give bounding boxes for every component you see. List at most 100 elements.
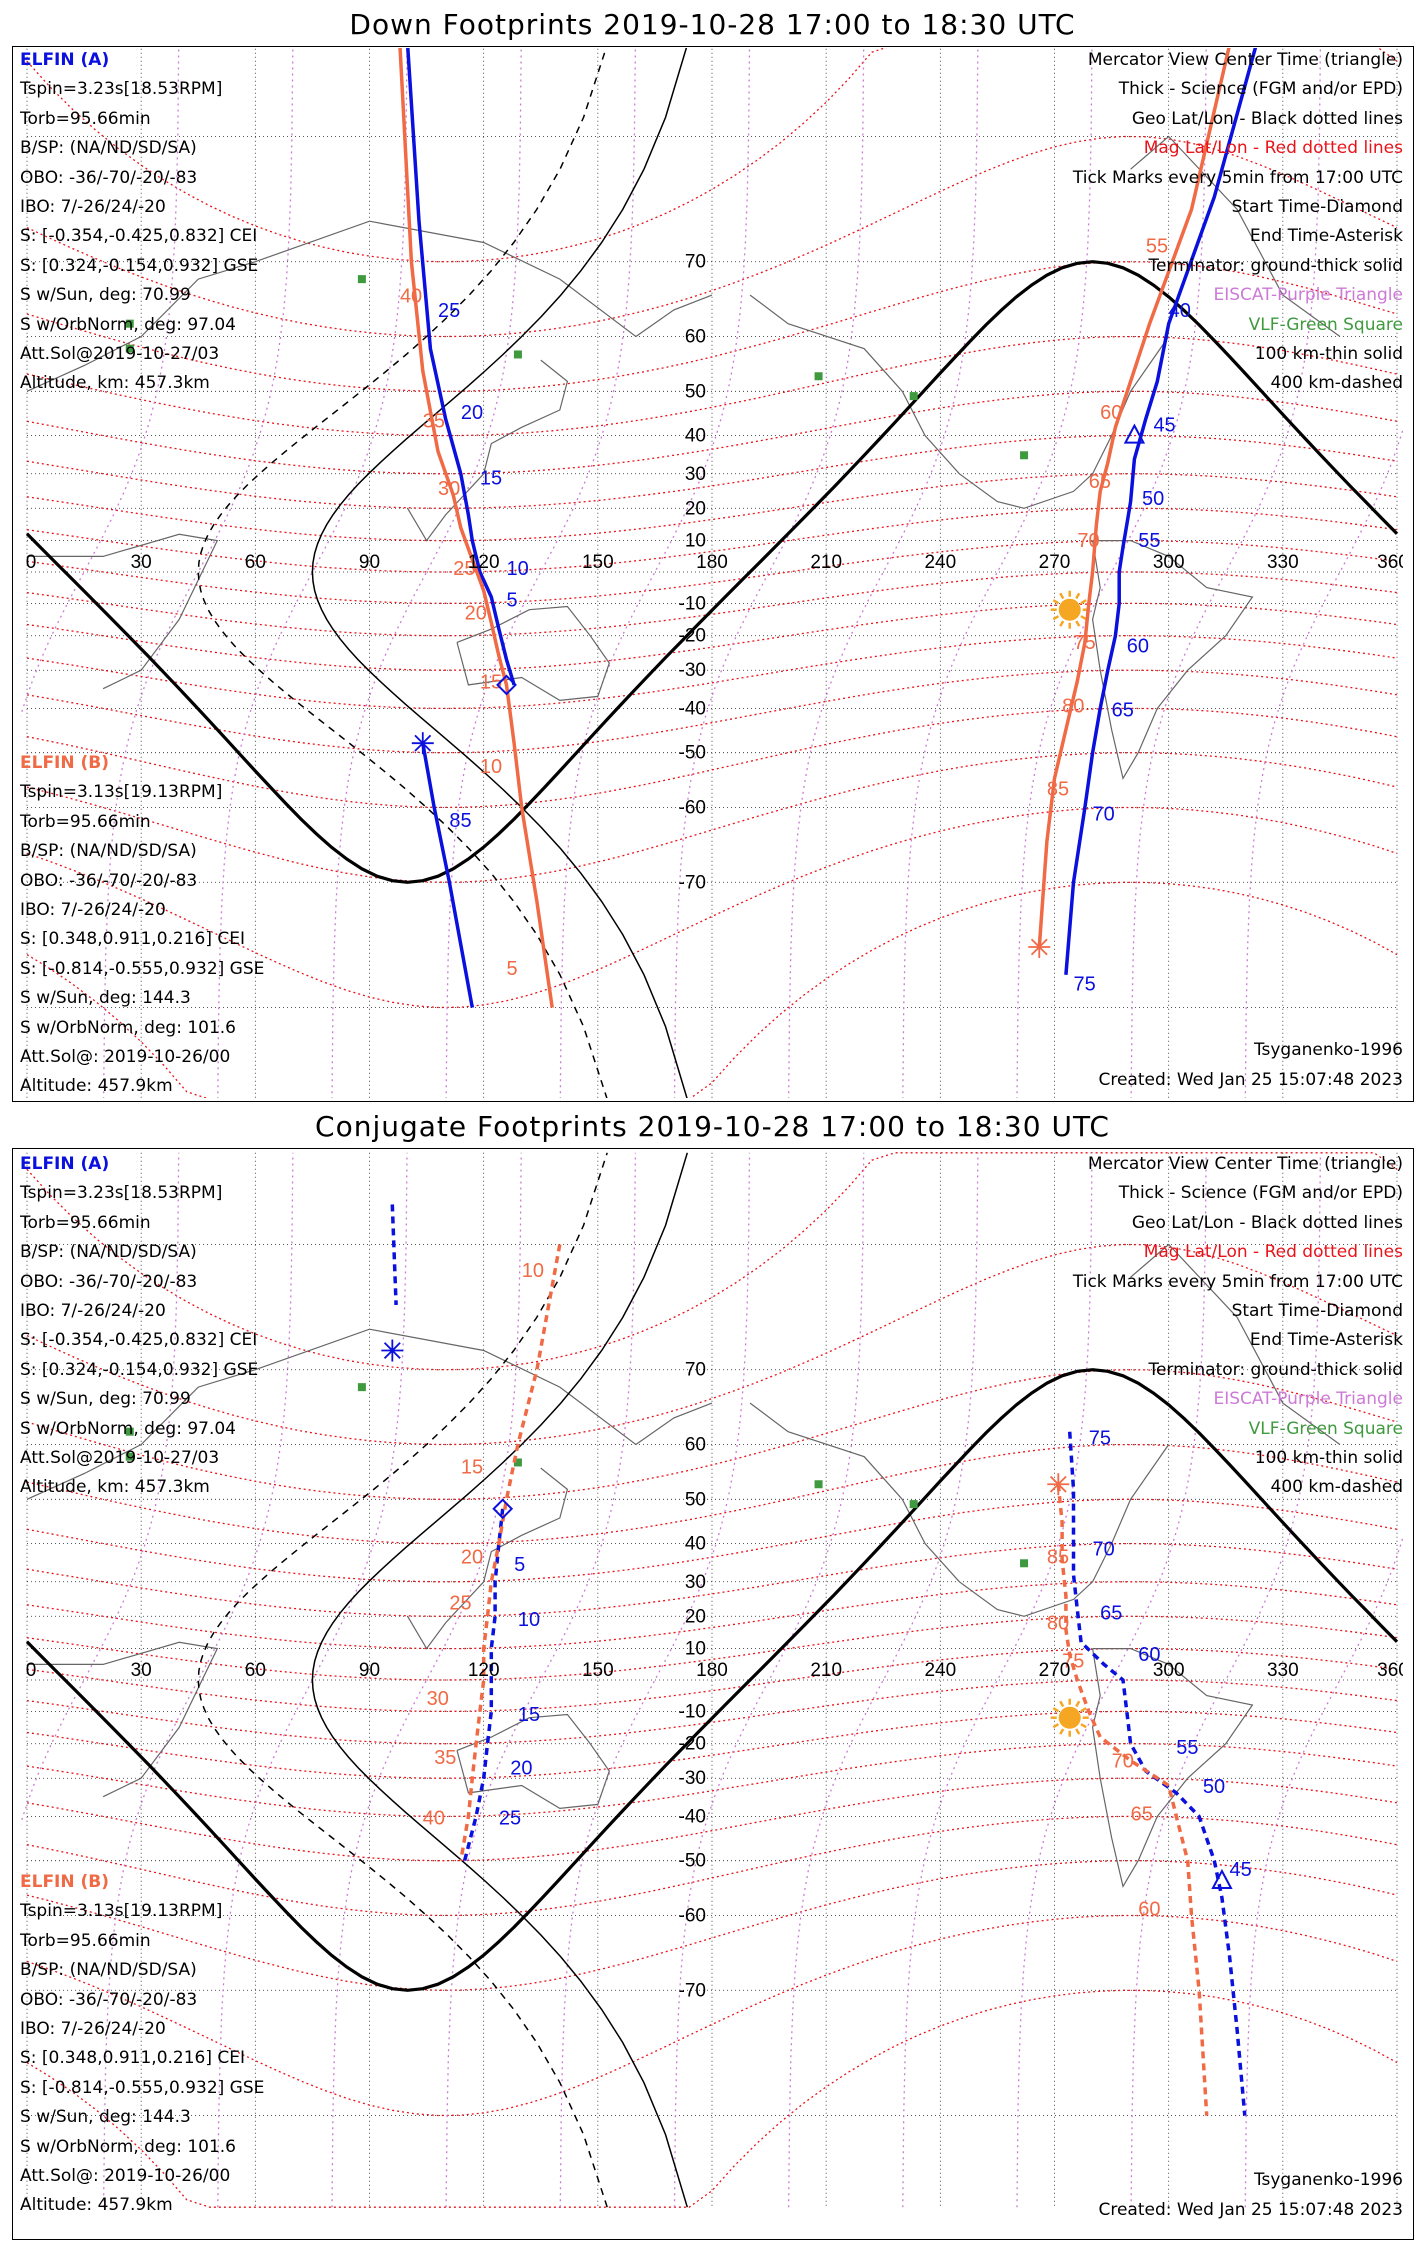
lon-tick-label: 120 [468, 552, 500, 573]
lat-tick-label: -70 [679, 872, 706, 893]
panel2-elfin-b-block: ELFIN (B) Tspin=3.13s[19.13RPM] Torb=95.6… [20, 1868, 264, 2221]
elfin-b-tick-label: 30 [438, 478, 460, 500]
lat-tick-label: 30 [685, 1572, 706, 1593]
coastline [407, 1467, 569, 1650]
lon-tick-label: 240 [924, 1660, 956, 1681]
lat-tick-label: 40 [685, 1534, 706, 1555]
mag-latitude-line [26, 1679, 1398, 1745]
info-line: Mag Lat/Lon - Red dotted lines [1143, 138, 1403, 159]
map-layer-panel1: 3525201510585404550556065707540353025201… [21, 48, 1403, 1098]
sun-ray [1080, 615, 1087, 621]
elfin-b-tick-label: 35 [434, 1747, 456, 1769]
elfin-b-tick-label: 55 [1146, 235, 1168, 257]
elfin-a-tick-label: 60 [1138, 1644, 1160, 1666]
elfin-b-tick-label: 70 [1077, 530, 1099, 552]
info-line: S w/OrbNorm, deg: 97.04 [20, 314, 237, 335]
lat-tick-label: -30 [679, 660, 706, 681]
elfin-b-tick-label: 25 [453, 558, 475, 580]
info-line: B/SP: (NA/ND/SD/SA) [20, 1960, 197, 1981]
elfin-a-tick-label: 55 [1138, 530, 1160, 552]
sun-icon [1058, 598, 1081, 621]
info-line: Att.Sol@: 2019-10-26/00 [20, 1047, 231, 1068]
panel1-title: Down Footprints 2019-10-28 17:00 to 18:3… [349, 8, 1076, 41]
info-line: Geo Lat/Lon - Black dotted lines [1131, 1212, 1403, 1233]
end-asterisk-icon [414, 734, 432, 752]
elfin-a-tick-label: 75 [1074, 973, 1096, 995]
info-line: Tspin=3.23s[18.53RPM] [20, 79, 223, 100]
info-line: Altitude, km: 457.3km [20, 373, 210, 394]
terminator-ground [25, 260, 1399, 884]
elfin-a-track [390, 1204, 398, 1306]
center-time-triangle-icon [1211, 1868, 1233, 1889]
coastline [749, 1402, 1170, 1617]
elfin-a-track [462, 1508, 505, 1862]
info-line: S: [-0.354,-0.425,0.832] CEI [20, 1330, 258, 1351]
elfin-b-tick-label: 10 [522, 1260, 544, 1282]
sun-ray [1059, 592, 1065, 600]
info-line: 400 km-dashed [1270, 1477, 1403, 1498]
lat-tick-label: 10 [685, 531, 706, 552]
terminator-100km [311, 1152, 689, 2208]
elfin-a-tick-label: 10 [518, 1609, 540, 1631]
vlf-site-square [125, 1427, 134, 1436]
coastline [1091, 540, 1254, 780]
lon-tick-label: 270 [1039, 1660, 1071, 1681]
lat-tick-label: 10 [685, 1639, 706, 1660]
info-line: S: [0.348,0.911,0.216] CEI [20, 929, 246, 950]
lat-tick-label: 20 [685, 1606, 706, 1627]
mag-latitude-line [26, 707, 1398, 809]
info-line: IBO: 7/-26/24/-20 [20, 197, 166, 218]
lat-tick-label: 50 [685, 381, 706, 402]
elfin-b-tick-label: 40 [423, 1808, 445, 1830]
vlf-site-square [1020, 1559, 1029, 1568]
mag-latitude-line [26, 669, 1398, 754]
mag-latitude-line [26, 540, 1398, 604]
vlf-site-square [357, 275, 366, 284]
info-line: S w/OrbNorm, deg: 101.6 [20, 2136, 237, 2157]
sun-ray [1075, 620, 1081, 627]
elfin-a-tick-label: 75 [1089, 1428, 1111, 1450]
coastline [749, 294, 1170, 509]
info-line: IBO: 7/-26/24/-20 [20, 900, 166, 921]
info-line: Mercator View Center Time (triangle) [1087, 50, 1403, 70]
lat-tick-label: -40 [679, 1806, 706, 1827]
panel2-title: Conjugate Footprints 2019-10-28 17:00 to… [315, 1110, 1110, 1143]
panel1-elfin-b-block: ELFIN (B) Tspin=3.13s[19.13RPM] Torb=95.6… [20, 749, 264, 1102]
elfin-b-tick-label: 15 [461, 1457, 483, 1479]
vlf-site-square [909, 1500, 918, 1509]
lon-tick-label: 30 [131, 552, 152, 573]
info-line: S w/Sun, deg: 70.99 [20, 1389, 191, 1410]
info-line: B/SP: (NA/ND/SD/SA) [20, 1242, 197, 1263]
mag-latitude-line [26, 1648, 1398, 1712]
lon-tick-label: 210 [810, 1660, 842, 1681]
start-diamond-icon [492, 1498, 514, 1520]
panel2-elfin-a-block: ELFIN (A) Tspin=3.23s[18.53RPM] Torb=95.6… [20, 1150, 258, 1503]
vlf-site-square [125, 1452, 134, 1461]
info-line: VLF-Green Square [1248, 1418, 1403, 1439]
elfin-a-tick-label: 20 [461, 402, 483, 424]
info-line: B/SP: (NA/ND/SD/SA) [20, 138, 197, 159]
lon-tick-label: 60 [245, 552, 266, 573]
elfin-a-tick-label: 65 [1100, 1603, 1122, 1625]
lat-tick-label: 30 [685, 464, 706, 485]
mag-latitude-line [26, 1989, 1398, 2208]
sun-ray [1052, 599, 1060, 605]
start-diamond-icon [496, 674, 517, 696]
elfin-b-tick-label: 60 [1100, 402, 1122, 424]
info-line: Tspin=3.13s[19.13RPM] [20, 1901, 223, 1922]
lon-tick-label: 180 [696, 552, 728, 573]
elfin-b-tick-label: 30 [427, 1688, 449, 1710]
coastline [407, 359, 569, 542]
info-line: S w/OrbNorm, deg: 101.6 [20, 1017, 237, 1038]
info-line: Att.Sol@: 2019-10-26/00 [20, 2166, 231, 2187]
elfin-a-tick-label: 20 [510, 1758, 532, 1780]
sun-ray [1080, 1723, 1087, 1729]
info-line: EISCAT-Purple Triangle [1213, 1389, 1403, 1410]
info-line: Torb=95.66min [20, 811, 151, 832]
vlf-site-square [814, 1480, 823, 1489]
elfin-b-tick-label: 15 [480, 672, 502, 694]
mag-latitude-line [26, 1581, 1398, 1650]
sun-ray [1059, 620, 1065, 627]
lon-tick-label: 150 [582, 1660, 614, 1681]
